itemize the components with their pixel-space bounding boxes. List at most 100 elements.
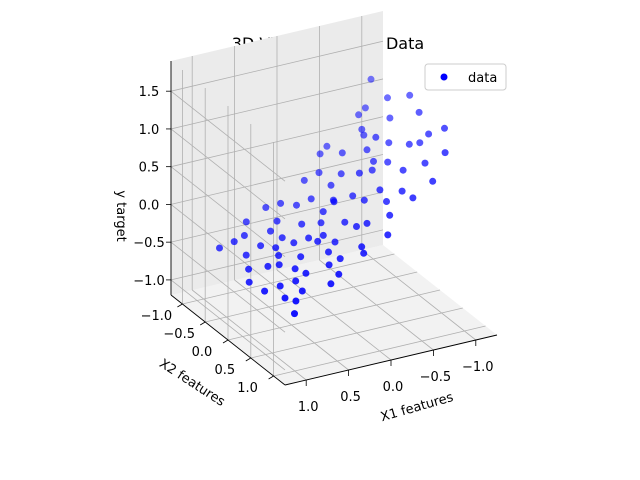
data-point: [257, 242, 265, 250]
y-grid-floor: [273, 325, 486, 377]
data-point: [386, 114, 394, 122]
y-tick-mark: [177, 303, 183, 308]
data-point: [278, 234, 286, 242]
data-point: [292, 277, 300, 285]
y-tick-mark: [268, 375, 274, 380]
x-tick-label: −1.0: [462, 360, 494, 375]
data-point: [327, 181, 335, 189]
x-axis-label: X1 features: [379, 390, 455, 425]
data-point: [367, 75, 375, 83]
z-tick-label: 1.5: [139, 85, 160, 100]
x-tick-label: 0.5: [340, 390, 361, 405]
z-grid-left: [170, 241, 286, 333]
data-point: [323, 142, 331, 150]
data-point: [421, 159, 429, 167]
legend-marker: [440, 73, 448, 81]
data-point: [383, 198, 390, 205]
z-tick-label: −1.0: [133, 274, 165, 289]
data-point: [349, 192, 357, 200]
z-grid-back: [170, 40, 384, 92]
data-point: [272, 244, 280, 252]
data-point: [275, 261, 283, 269]
data-point: [358, 125, 366, 133]
z-grid-back: [170, 154, 384, 205]
data-point: [317, 219, 325, 227]
data-point: [399, 166, 407, 174]
data-point: [277, 199, 285, 207]
y-grid-floor: [205, 271, 418, 323]
data-point: [336, 255, 344, 263]
z-grid-left: [170, 166, 286, 257]
y-tick-label: 1.0: [237, 381, 258, 396]
data-point: [360, 196, 368, 204]
x-tick-label: −0.5: [420, 370, 452, 385]
data-point: [293, 201, 300, 209]
data-point: [230, 238, 238, 246]
data-point: [372, 133, 380, 141]
legend-frame: [424, 63, 507, 91]
data-point: [384, 94, 391, 102]
data-point: [441, 124, 448, 132]
z-grid-back: [170, 78, 384, 130]
data-point: [398, 187, 406, 195]
legend: data: [424, 63, 507, 91]
y-tick-mark: [199, 321, 206, 326]
y-tick-label: 0.5: [214, 363, 235, 378]
data-point: [292, 297, 300, 305]
x-tick-label: 1.0: [298, 400, 319, 415]
y-tick-label: −1.0: [141, 309, 173, 324]
y-tick-mark: [245, 357, 252, 362]
data-point: [316, 150, 324, 158]
z-grid-left: [170, 128, 286, 220]
data-point: [363, 219, 371, 227]
data-point: [275, 252, 283, 259]
data-point: [341, 218, 349, 226]
data-point: [331, 238, 339, 246]
y-tick-label: 0.0: [192, 345, 213, 360]
data-point: [370, 157, 377, 165]
x-tick-label: 0.0: [383, 380, 404, 395]
data-point: [319, 231, 327, 239]
data-point: [302, 269, 310, 277]
data-point: [216, 244, 223, 252]
data-point: [363, 146, 371, 154]
data-point: [281, 294, 289, 302]
data-point: [314, 237, 322, 245]
data-point: [361, 104, 369, 112]
z-grid-left: [170, 279, 286, 371]
data-point: [353, 223, 360, 230]
tick-labels: −1.0−0.50.00.51.0−1.0−0.50.00.51.0−1.0−0…: [133, 85, 493, 415]
data-point: [264, 262, 272, 270]
data-point: [360, 131, 368, 139]
data-point: [409, 194, 417, 202]
data-point: [425, 130, 433, 138]
data-point: [305, 234, 313, 242]
y-grid-floor: [182, 253, 395, 305]
y-tick-label: −0.5: [163, 327, 195, 342]
z-tick-label: −0.5: [133, 236, 165, 251]
data-point: [386, 211, 394, 219]
data-point: [273, 217, 281, 225]
data-point: [335, 270, 343, 278]
data-point: [267, 227, 274, 235]
z-grid-back: [170, 191, 384, 243]
data-point: [242, 251, 250, 259]
data-point: [376, 186, 384, 194]
data-point: [330, 198, 338, 206]
data-point: [262, 204, 270, 211]
z-tick-label: 0.0: [139, 198, 160, 213]
data-point: [429, 177, 437, 185]
data-point: [298, 287, 306, 295]
data-point: [242, 218, 250, 226]
data-point: [368, 166, 376, 174]
data-point: [261, 287, 269, 295]
scatter-points: [216, 75, 449, 318]
z-grid-left: [170, 90, 286, 182]
data-point: [290, 239, 298, 247]
data-point: [355, 111, 363, 119]
y-grid-floor: [250, 307, 463, 359]
data-point: [291, 310, 298, 318]
data-point: [384, 231, 392, 239]
data-point: [415, 108, 423, 116]
